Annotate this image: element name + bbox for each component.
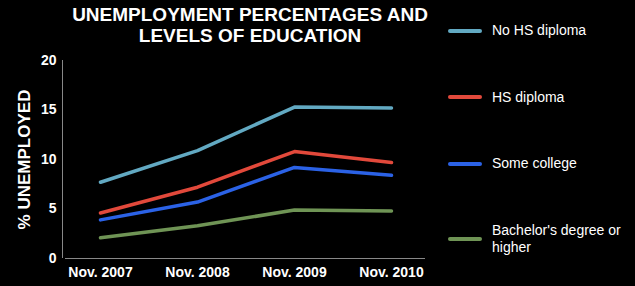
svg-text:10: 10 <box>41 151 57 167</box>
html-text:HS diploma: HS diploma <box>492 88 565 105</box>
html-text:No HS diploma: No HS diploma <box>492 22 587 38</box>
html-text:Bachelor's degree or higher: Bachelor's degree or higher <box>492 222 621 255</box>
svg-text:15: 15 <box>41 101 57 117</box>
svg-text:Nov. 2009: Nov. 2009 <box>262 264 327 280</box>
svg-text:5: 5 <box>49 200 57 216</box>
svg-text:Nov. 2007: Nov. 2007 <box>68 264 133 280</box>
svg-text:Nov. 2008: Nov. 2008 <box>165 264 230 280</box>
html-text:Some college: Some college <box>492 155 577 172</box>
svg-text:Nov. 2010: Nov. 2010 <box>359 264 424 280</box>
svg-text:20: 20 <box>41 52 57 68</box>
svg-text:0: 0 <box>49 250 57 266</box>
svg-text:% UNEMPLOYED: % UNEMPLOYED <box>15 90 34 230</box>
html-text:UNEMPLOYMENT PERCENTAGES AND L: UNEMPLOYMENT PERCENTAGES AND LEVELS OF E… <box>72 4 428 46</box>
